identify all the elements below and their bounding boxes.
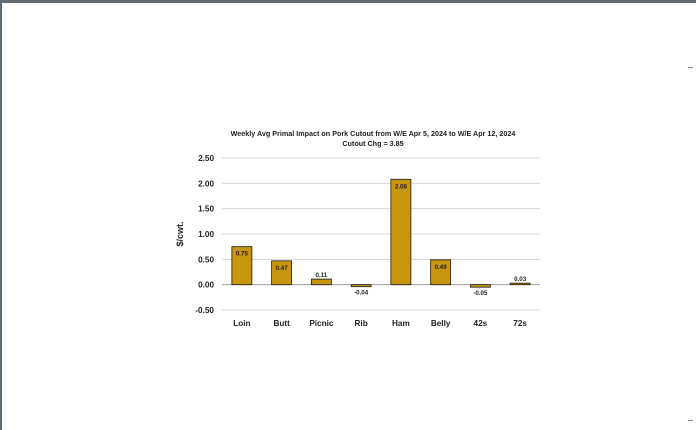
edge-tick-mark	[688, 67, 693, 68]
x-tick-label: Loin	[233, 319, 250, 328]
y-tick-label: 1.50	[198, 205, 214, 214]
y-tick-label: 2.00	[198, 179, 214, 188]
data-labels: 0.75 0.47 0.11 -0.04 2.08 0.49 -0.05 0.03	[236, 183, 527, 297]
x-tick-label: 72s	[513, 319, 527, 328]
x-tick-label: 42s	[474, 319, 488, 328]
y-tick-label: 1.00	[198, 230, 214, 239]
y-tick-label: 2.50	[198, 154, 214, 163]
bars	[231, 178, 531, 288]
chart-title: Weekly Avg Primal Impact on Pork Cutout …	[231, 129, 516, 138]
data-label: 0.75	[236, 251, 249, 258]
x-tick-label: Rib	[355, 319, 368, 328]
bar-loin	[231, 246, 253, 286]
y-tick-labels: 2.50 2.00 1.50 1.00 0.50 0.00 -0.50	[195, 154, 214, 315]
y-tick-label: 0.50	[198, 255, 214, 264]
x-tick-label: Butt	[273, 319, 290, 328]
bar-rib	[350, 284, 372, 288]
bar-butt	[271, 260, 293, 286]
data-label: -0.04	[354, 290, 369, 297]
data-label: 0.03	[514, 276, 527, 283]
data-label: 0.47	[276, 265, 289, 272]
gridlines	[222, 157, 540, 311]
chart-subtitle: Cutout Chg = 3.85	[342, 139, 403, 148]
bar-belly	[430, 259, 452, 286]
data-label: 2.08	[395, 183, 408, 190]
data-label: 0.49	[435, 264, 448, 271]
y-axis-label: $/cwt.	[175, 221, 185, 246]
bar-42s	[469, 284, 491, 288]
bar-ham	[390, 178, 412, 286]
data-label: 0.11	[316, 272, 328, 279]
x-tick-label: Picnic	[309, 319, 334, 328]
x-tick-label: Ham	[392, 319, 410, 328]
x-tick-labels: Loin Butt Picnic Rib Ham Belly 42s 72s	[233, 319, 527, 328]
y-tick-label: 0.00	[198, 281, 214, 290]
y-tick-label: -0.50	[195, 306, 214, 315]
edge-tick-mark	[688, 420, 693, 421]
bar-picnic	[310, 278, 332, 286]
x-tick-label: Belly	[431, 319, 451, 328]
data-label: -0.05	[473, 290, 488, 297]
bar-72s	[509, 282, 531, 286]
